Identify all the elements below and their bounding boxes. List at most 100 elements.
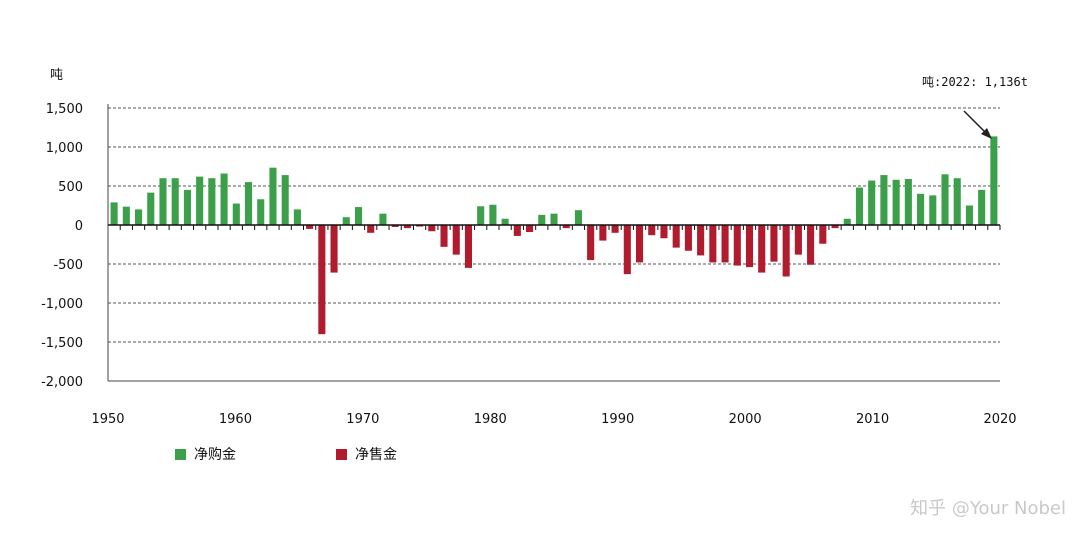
y-tick-label: 1,000 xyxy=(46,141,83,156)
annotation-arrowhead xyxy=(981,128,992,139)
bar xyxy=(171,178,179,225)
y-tick-label: 0 xyxy=(75,219,83,234)
bar xyxy=(611,225,619,233)
bar xyxy=(489,204,497,225)
bars xyxy=(110,136,998,335)
y-axis-unit-label: 吨 xyxy=(50,68,63,83)
legend-item-net-sale: 净售金 xyxy=(336,444,397,464)
bar xyxy=(941,174,949,225)
bar xyxy=(452,225,460,255)
legend-swatch-net-sale xyxy=(336,448,347,460)
bar xyxy=(782,225,790,277)
bar xyxy=(892,179,900,225)
bar xyxy=(135,209,143,225)
bar xyxy=(990,136,998,225)
bar xyxy=(855,187,864,225)
bar xyxy=(965,205,973,225)
axes xyxy=(107,104,1001,382)
bar xyxy=(464,225,473,268)
bar xyxy=(953,178,961,225)
bar xyxy=(477,206,485,225)
y-tick-label: -500 xyxy=(53,258,83,273)
x-tick-label: 2020 xyxy=(983,412,1016,427)
x-tick-label: 1950 xyxy=(91,412,124,427)
watermark: 知乎 @Your Nobel xyxy=(910,498,1066,519)
bar xyxy=(391,225,399,227)
bar xyxy=(232,203,240,225)
bar xyxy=(807,225,815,265)
bar xyxy=(843,218,851,225)
legend-label-net-purchase: 净购金 xyxy=(194,447,236,463)
y-tick-label: -2,000 xyxy=(41,375,83,390)
bar xyxy=(342,217,350,225)
x-tick-label: 2000 xyxy=(729,412,762,427)
bar xyxy=(440,225,448,247)
bar xyxy=(220,173,228,225)
bar xyxy=(917,193,925,225)
x-tick-label: 1960 xyxy=(219,412,252,427)
legend-item-net-purchase: 净购金 xyxy=(175,444,236,464)
bar xyxy=(293,209,301,225)
bar xyxy=(367,225,375,233)
gridlines xyxy=(108,107,1000,382)
legend-swatch-net-purchase xyxy=(175,448,186,460)
bar xyxy=(721,225,729,263)
y-axis-ticks: 1,500 1,000 500 0 -500 -1,000 -1,500 -2,000 xyxy=(41,102,83,390)
bar xyxy=(550,213,558,225)
bar xyxy=(122,206,130,225)
bar xyxy=(770,225,778,262)
bar xyxy=(574,210,582,225)
y-tick-label: 500 xyxy=(58,180,83,195)
bar xyxy=(403,225,411,229)
bar xyxy=(244,182,253,225)
bar xyxy=(758,225,766,273)
bar xyxy=(978,189,986,225)
bar xyxy=(379,213,387,225)
bar xyxy=(648,225,656,236)
bar xyxy=(904,178,912,225)
bar xyxy=(880,175,888,225)
bar xyxy=(745,225,754,268)
bar xyxy=(684,225,692,251)
x-axis-ticks: 1950 1960 1970 1980 1990 2000 2010 2020 xyxy=(91,412,1016,427)
x-tick-label: 1990 xyxy=(601,412,634,427)
bar xyxy=(599,225,607,241)
legend-label-net-sale: 净售金 xyxy=(355,447,397,463)
bar xyxy=(733,225,741,266)
bar xyxy=(587,225,595,261)
bar xyxy=(257,199,265,225)
bar xyxy=(929,195,937,225)
bar xyxy=(538,214,546,225)
bar xyxy=(526,225,534,233)
x-tick-label: 1980 xyxy=(474,412,507,427)
x-tick-label: 2010 xyxy=(856,412,889,427)
y-tick-label: 1,500 xyxy=(46,102,83,117)
bar xyxy=(660,225,668,239)
bar xyxy=(196,176,204,225)
bar xyxy=(709,225,717,263)
bar xyxy=(794,225,802,255)
bar xyxy=(697,225,705,256)
bar xyxy=(635,225,644,263)
bar xyxy=(183,189,191,225)
bar xyxy=(208,178,216,225)
bar xyxy=(672,225,680,248)
y-tick-label: -1,500 xyxy=(41,336,83,351)
y-tick-label: -1,000 xyxy=(41,297,83,312)
annotation-arrow xyxy=(963,110,987,134)
bar xyxy=(868,180,876,225)
bar xyxy=(306,225,314,229)
annotation-label: 吨:2022: 1,136t xyxy=(922,75,1028,89)
bar xyxy=(269,167,277,225)
bar xyxy=(281,175,289,225)
x-tick-label: 1970 xyxy=(346,412,379,427)
bar xyxy=(159,178,167,225)
bar xyxy=(428,225,436,232)
bar xyxy=(513,225,521,236)
bar xyxy=(819,225,827,244)
bar xyxy=(147,192,155,225)
bar xyxy=(354,207,363,225)
bar xyxy=(623,225,631,275)
bar xyxy=(110,202,118,225)
